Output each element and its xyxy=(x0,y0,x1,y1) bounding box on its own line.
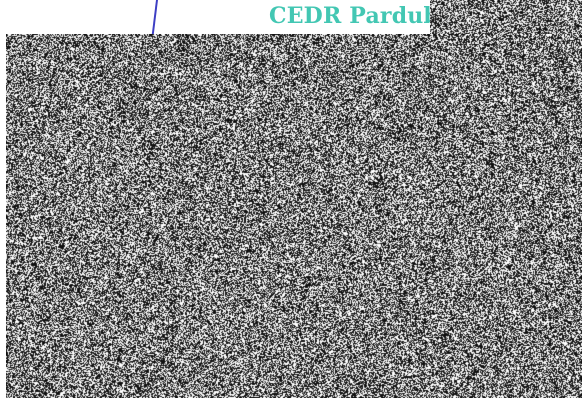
top-right-noise-strip xyxy=(430,0,582,40)
noise-panel xyxy=(6,34,582,398)
cutoff-title-text: CEDR Pardub xyxy=(269,3,440,29)
blue-vertical-line xyxy=(151,0,158,34)
